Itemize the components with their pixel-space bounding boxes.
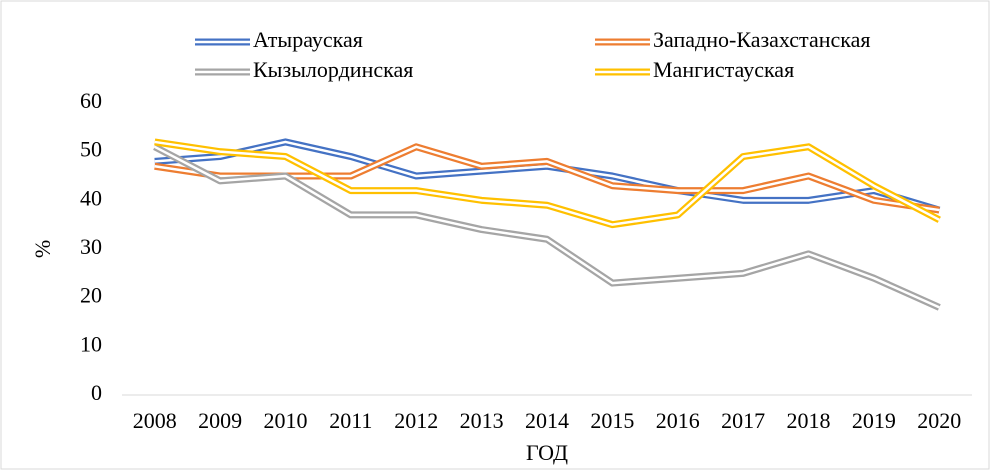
x-tick-label: 2018 (787, 408, 831, 433)
x-tick-label: 2012 (394, 408, 438, 433)
legend-label: Западно-Казахстанская (653, 27, 871, 52)
y-axis-label: % (30, 240, 55, 258)
x-axis-label: ГОД (526, 440, 568, 465)
y-tick-label: 40 (80, 185, 102, 210)
y-tick-label: 30 (80, 234, 102, 259)
x-tick-label: 2020 (917, 408, 961, 433)
x-tick-label: 2008 (133, 408, 177, 433)
x-tick-label: 2014 (525, 408, 569, 433)
series-line-inner (154, 145, 940, 309)
x-tick-label: 2011 (329, 408, 372, 433)
series-line-inner (154, 140, 940, 212)
legend-label: Мангистауская (653, 57, 794, 82)
legend-label: Кызылординская (253, 57, 413, 82)
x-tick-label: 2017 (721, 408, 765, 433)
y-tick-label: 10 (80, 331, 102, 356)
x-tick-label: 2016 (656, 408, 700, 433)
y-tick-label: 20 (80, 283, 102, 308)
x-tick-label: 2013 (460, 408, 504, 433)
y-tick-label: 50 (80, 137, 102, 162)
x-tick-label: 2010 (263, 408, 307, 433)
x-tick-label: 2009 (198, 408, 242, 433)
y-tick-label: 0 (91, 380, 102, 405)
legend-label: Атырауская (253, 27, 363, 52)
y-tick-label: 60 (80, 88, 102, 113)
x-tick-label: 2015 (590, 408, 634, 433)
series-line-inner (154, 140, 940, 226)
x-tick-label: 2019 (852, 408, 896, 433)
